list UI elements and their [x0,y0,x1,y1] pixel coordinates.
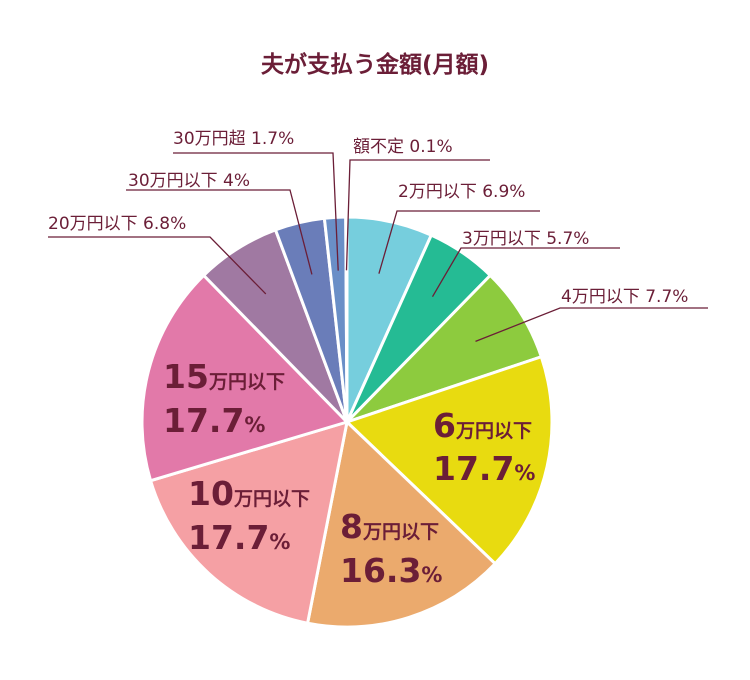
leader-line-2 [378,210,540,274]
slice-label-30: 30万円以下 4% [128,171,250,191]
leader-line-4 [475,307,708,343]
slice-callouts: 2万円以下 6.9% 3万円以下 5.7% 4万円以下 7.7% 20万円以下 6.8… [48,129,708,343]
slice-label-3: 3万円以下 5.7% [462,229,589,249]
leader-line-30 [173,152,339,271]
slice-inside-category-8: 8万円以下 [340,507,439,546]
leader-line-20 [48,236,267,295]
slice-inside-value-8: 16.3% [340,551,442,590]
slice-inside-value-6: 17.7% [433,449,535,488]
pie-slice-6 [345,355,554,566]
slice-label-2: 2万円以下 6.9% [398,182,525,202]
slice-label-30: 30万円超 1.7% [173,129,294,149]
slice-inside-labels: 6万円以下 17.7% 8万円以下 16.3% 10万円以下 17.7% 15万円以下 17.… [163,357,535,590]
leader-line-30 [126,189,313,275]
pie-slice-15 [140,273,349,483]
pie-slice-10 [149,420,349,625]
slice-inside-value-15: 17.7% [163,401,265,440]
slice-label-x: 額不定 0.1% [353,137,453,157]
leader-line-3 [431,247,620,298]
slice-label-20: 20万円以下 6.8% [48,214,186,234]
pie-slice-8 [306,420,497,629]
slice-inside-category-6: 6万円以下 [433,406,532,445]
slice-label-4: 4万円以下 7.7% [561,287,688,307]
leader-line-x [345,159,490,271]
slice-inside-value-10: 17.7% [188,518,290,557]
slice-inside-category-15: 15万円以下 [163,357,285,396]
slice-inside-category-10: 10万円以下 [188,474,310,513]
pie-slice-4 [345,273,543,424]
chart-title: 夫が支払う金額(月額) [261,51,489,78]
